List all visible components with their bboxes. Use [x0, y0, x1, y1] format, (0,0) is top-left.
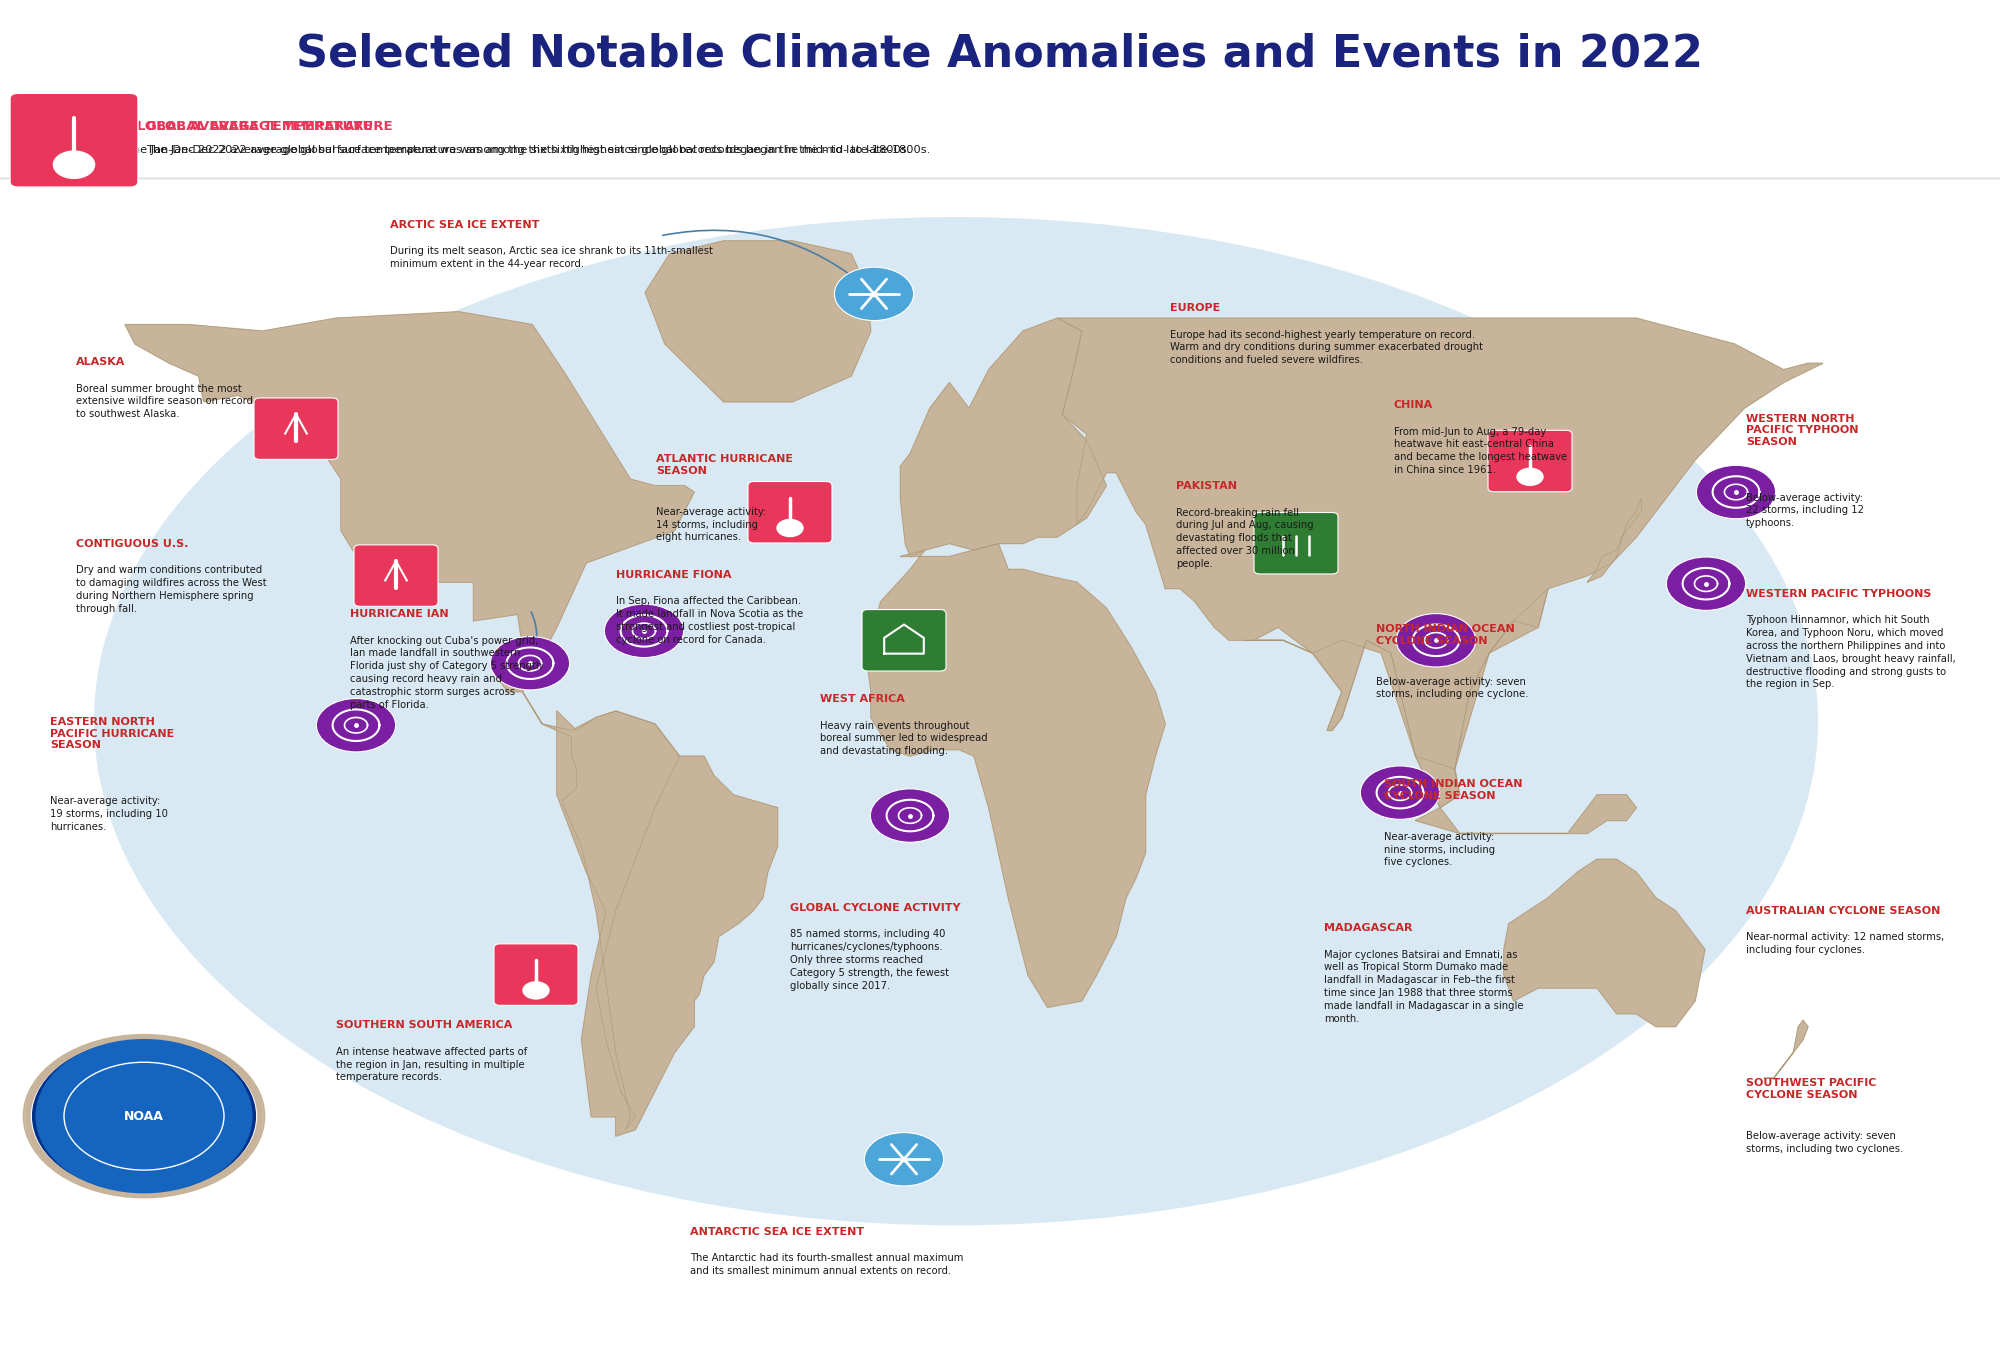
- FancyBboxPatch shape: [748, 481, 832, 543]
- Circle shape: [776, 519, 804, 538]
- Circle shape: [316, 698, 396, 752]
- Text: Heavy rain events throughout
boreal summer led to widespread
and devastating flo: Heavy rain events throughout boreal summ…: [820, 720, 988, 756]
- Polygon shape: [556, 710, 778, 1136]
- Text: AUSTRALIAN CYCLONE SEASON: AUSTRALIAN CYCLONE SEASON: [1746, 906, 1940, 915]
- Text: Typhoon Hinnamnor, which hit South
Korea, and Typhoon Noru, which moved
across t: Typhoon Hinnamnor, which hit South Korea…: [1746, 615, 1956, 689]
- Ellipse shape: [94, 217, 1818, 1225]
- Text: WESTERN PACIFIC TYPHOONS: WESTERN PACIFIC TYPHOONS: [1746, 589, 1932, 599]
- Circle shape: [1666, 557, 1746, 611]
- FancyBboxPatch shape: [862, 609, 946, 671]
- Text: HURRICANE FIONA: HURRICANE FIONA: [616, 570, 732, 580]
- Text: Near-normal activity: 12 named storms,
including four cyclones.: Near-normal activity: 12 named storms, i…: [1746, 933, 1944, 954]
- Text: In Sep, Fiona affected the Caribbean.
It made landfall in Nova Scotia as the
str: In Sep, Fiona affected the Caribbean. It…: [616, 596, 804, 644]
- Text: WEST AFRICA: WEST AFRICA: [820, 694, 904, 704]
- Text: GLOBAL AVERAGE TEMPERATURE: GLOBAL AVERAGE TEMPERATURE: [126, 120, 372, 133]
- FancyBboxPatch shape: [254, 398, 338, 460]
- Polygon shape: [1058, 318, 1822, 807]
- Text: Below-average activity: seven
storms, including one cyclone.: Below-average activity: seven storms, in…: [1376, 677, 1528, 700]
- Text: NORTH INDIAN OCEAN
CYCLONE SEASON: NORTH INDIAN OCEAN CYCLONE SEASON: [1376, 624, 1514, 646]
- Text: After knocking out Cuba's power grid,
Ian made landfall in southwestern
Florida : After knocking out Cuba's power grid, Ia…: [350, 635, 542, 709]
- Text: EASTERN NORTH
PACIFIC HURRICANE
SEASON: EASTERN NORTH PACIFIC HURRICANE SEASON: [50, 717, 174, 751]
- Text: Selected Notable Climate Anomalies and Events in 2022: Selected Notable Climate Anomalies and E…: [296, 32, 1704, 75]
- Text: HURRICANE IAN: HURRICANE IAN: [350, 609, 448, 619]
- FancyBboxPatch shape: [10, 93, 138, 187]
- Polygon shape: [126, 311, 694, 1130]
- Text: WESTERN NORTH
PACIFIC TYPHOON
SEASON: WESTERN NORTH PACIFIC TYPHOON SEASON: [1746, 414, 1858, 448]
- FancyBboxPatch shape: [1254, 512, 1338, 574]
- Polygon shape: [646, 241, 870, 402]
- Text: ALASKA: ALASKA: [76, 357, 126, 367]
- Text: During its melt season, Arctic sea ice shrank to its 11th-smallest
minimum exten: During its melt season, Arctic sea ice s…: [390, 245, 712, 268]
- Text: The Jan-Dec 2022 average global surface temperature was among the sixth highest : The Jan-Dec 2022 average global surface …: [146, 144, 930, 155]
- Text: Boreal summer brought the most
extensive wildfire season on record
to southwest : Boreal summer brought the most extensive…: [76, 383, 252, 419]
- Circle shape: [834, 267, 914, 321]
- Text: Europe had its second-highest yearly temperature on record.
Warm and dry conditi: Europe had its second-highest yearly tem…: [1170, 329, 1484, 365]
- Text: Below-average activity:
22 storms, including 12
typhoons.: Below-average activity: 22 storms, inclu…: [1746, 493, 1864, 528]
- Text: Record-breaking rain fell
during Jul and Aug, causing
devastating floods that
af: Record-breaking rain fell during Jul and…: [1176, 507, 1314, 569]
- Text: 85 named storms, including 40
hurricanes/cyclones/typhoons.
Only three storms re: 85 named storms, including 40 hurricanes…: [790, 930, 950, 991]
- Circle shape: [490, 636, 570, 690]
- Text: SOUTHWEST PACIFIC
CYCLONE SEASON: SOUTHWEST PACIFIC CYCLONE SEASON: [1746, 1078, 1876, 1100]
- FancyBboxPatch shape: [494, 944, 578, 1006]
- Text: Near-average activity:
14 storms, including
eight hurricanes.: Near-average activity: 14 storms, includ…: [656, 507, 766, 542]
- FancyBboxPatch shape: [28, 102, 120, 178]
- Circle shape: [870, 789, 950, 842]
- Circle shape: [1696, 465, 1776, 519]
- Polygon shape: [1416, 795, 1636, 833]
- Text: Near-average activity:
nine storms, including
five cyclones.: Near-average activity: nine storms, incl…: [1384, 832, 1496, 867]
- Text: Dry and warm conditions contributed
to damaging wildfires across the West
during: Dry and warm conditions contributed to d…: [76, 566, 266, 613]
- Circle shape: [1516, 468, 1544, 487]
- Text: Major cyclones Batsirai and Emnati, as
well as Tropical Storm Dumako made
landfa: Major cyclones Batsirai and Emnati, as w…: [1324, 949, 1524, 1023]
- Circle shape: [604, 604, 684, 658]
- Text: ATLANTIC HURRICANE
SEASON: ATLANTIC HURRICANE SEASON: [656, 454, 792, 476]
- Circle shape: [52, 151, 96, 179]
- FancyBboxPatch shape: [354, 545, 438, 607]
- Polygon shape: [1416, 589, 1548, 807]
- Polygon shape: [1244, 640, 1416, 756]
- Text: o: o: [70, 152, 78, 163]
- Text: EUROPE: EUROPE: [1170, 303, 1220, 313]
- Text: The Jan-Dec 2022 average global surface temperature was among the sixth highest : The Jan-Dec 2022 average global surface …: [126, 144, 910, 155]
- Text: CHINA: CHINA: [1394, 400, 1434, 410]
- Text: MADAGASCAR: MADAGASCAR: [1324, 923, 1412, 933]
- Polygon shape: [1504, 859, 1706, 1027]
- Text: An intense heatwave affected parts of
the region in Jan, resulting in multiple
t: An intense heatwave affected parts of th…: [336, 1046, 528, 1082]
- Text: ARCTIC SEA ICE EXTENT: ARCTIC SEA ICE EXTENT: [390, 220, 540, 229]
- Text: CONTIGUOUS U.S.: CONTIGUOUS U.S.: [76, 539, 188, 549]
- Text: GLOBAL CYCLONE ACTIVITY: GLOBAL CYCLONE ACTIVITY: [790, 903, 960, 913]
- Circle shape: [1396, 613, 1476, 667]
- Text: From mid-Jun to Aug, a 79-day
heatwave hit east-central China
and became the lon: From mid-Jun to Aug, a 79-day heatwave h…: [1394, 426, 1568, 474]
- Text: PAKISTAN: PAKISTAN: [1176, 481, 1236, 491]
- Text: The Antarctic had its fourth-smallest annual maximum
and its smallest minimum an: The Antarctic had its fourth-smallest an…: [690, 1254, 964, 1275]
- Text: NOAA: NOAA: [124, 1109, 164, 1123]
- Text: Near-average activity:
19 storms, including 10
hurricanes.: Near-average activity: 19 storms, includ…: [50, 795, 168, 832]
- Text: |: |: [70, 131, 78, 150]
- Circle shape: [1360, 766, 1440, 820]
- Text: ANTARCTIC SEA ICE EXTENT: ANTARCTIC SEA ICE EXTENT: [690, 1227, 864, 1236]
- Polygon shape: [1588, 499, 1642, 582]
- Circle shape: [864, 1132, 944, 1186]
- Text: GLOBAL AVERAGE TEMPERATURE: GLOBAL AVERAGE TEMPERATURE: [146, 120, 392, 133]
- Circle shape: [522, 981, 550, 1000]
- Text: SOUTHERN SOUTH AMERICA: SOUTHERN SOUTH AMERICA: [336, 1020, 512, 1030]
- Polygon shape: [866, 318, 1166, 1007]
- Polygon shape: [1764, 1020, 1808, 1078]
- Circle shape: [48, 1051, 240, 1181]
- Text: Below-average activity: seven
storms, including two cyclones.: Below-average activity: seven storms, in…: [1746, 1131, 1904, 1154]
- Circle shape: [48, 1051, 240, 1181]
- FancyBboxPatch shape: [1488, 430, 1572, 492]
- Text: SOUTH INDIAN OCEAN
CYCLONE SEASON: SOUTH INDIAN OCEAN CYCLONE SEASON: [1384, 779, 1522, 801]
